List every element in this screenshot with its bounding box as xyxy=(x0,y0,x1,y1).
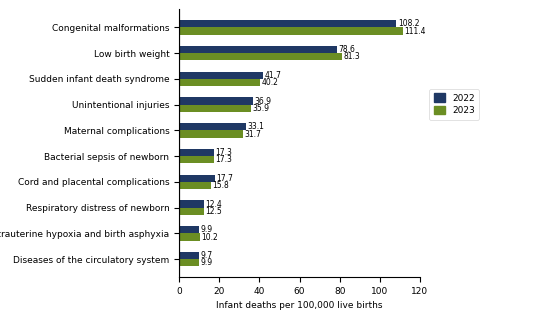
Text: 17.3: 17.3 xyxy=(215,148,232,157)
Text: 108.2: 108.2 xyxy=(398,19,419,28)
Bar xyxy=(179,182,211,189)
Bar xyxy=(179,149,214,156)
Bar xyxy=(179,156,214,163)
Text: 9.7: 9.7 xyxy=(200,251,212,260)
Bar xyxy=(179,79,260,86)
Bar xyxy=(179,233,200,241)
Text: 10.2: 10.2 xyxy=(201,232,218,242)
Bar xyxy=(179,226,199,233)
Bar xyxy=(179,252,199,259)
Text: 40.2: 40.2 xyxy=(262,78,278,87)
Bar xyxy=(179,175,214,182)
Bar xyxy=(179,46,337,53)
Text: 17.7: 17.7 xyxy=(216,174,233,183)
Legend: 2022, 2023: 2022, 2023 xyxy=(430,89,479,120)
Text: 81.3: 81.3 xyxy=(344,52,361,61)
Text: 12.5: 12.5 xyxy=(206,207,222,216)
Bar xyxy=(179,259,199,266)
Text: 31.7: 31.7 xyxy=(244,129,261,139)
Text: 9.9: 9.9 xyxy=(200,225,213,234)
Text: 41.7: 41.7 xyxy=(264,71,281,80)
Text: 17.3: 17.3 xyxy=(215,155,232,164)
Text: 111.4: 111.4 xyxy=(404,26,426,36)
Text: 12.4: 12.4 xyxy=(206,200,222,209)
Bar xyxy=(179,53,342,60)
Text: 9.9: 9.9 xyxy=(200,258,213,267)
Bar xyxy=(179,130,243,138)
Bar xyxy=(179,123,246,130)
Text: 35.9: 35.9 xyxy=(253,104,270,113)
X-axis label: Infant deaths per 100,000 live births: Infant deaths per 100,000 live births xyxy=(216,301,383,311)
Text: 36.9: 36.9 xyxy=(255,97,272,106)
Bar xyxy=(179,98,253,105)
Bar xyxy=(179,72,263,79)
Bar xyxy=(179,20,396,27)
Bar xyxy=(179,27,403,35)
Bar xyxy=(179,105,251,112)
Text: 78.6: 78.6 xyxy=(338,45,355,54)
Text: 15.8: 15.8 xyxy=(212,181,229,190)
Text: 33.1: 33.1 xyxy=(247,122,264,131)
Bar xyxy=(179,208,204,215)
Bar xyxy=(179,200,204,208)
